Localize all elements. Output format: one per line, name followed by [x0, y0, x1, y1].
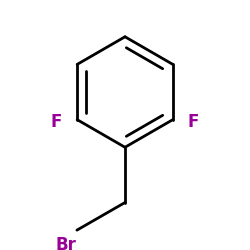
Text: F: F — [188, 114, 199, 132]
Text: Br: Br — [56, 236, 76, 250]
Text: F: F — [51, 114, 62, 132]
